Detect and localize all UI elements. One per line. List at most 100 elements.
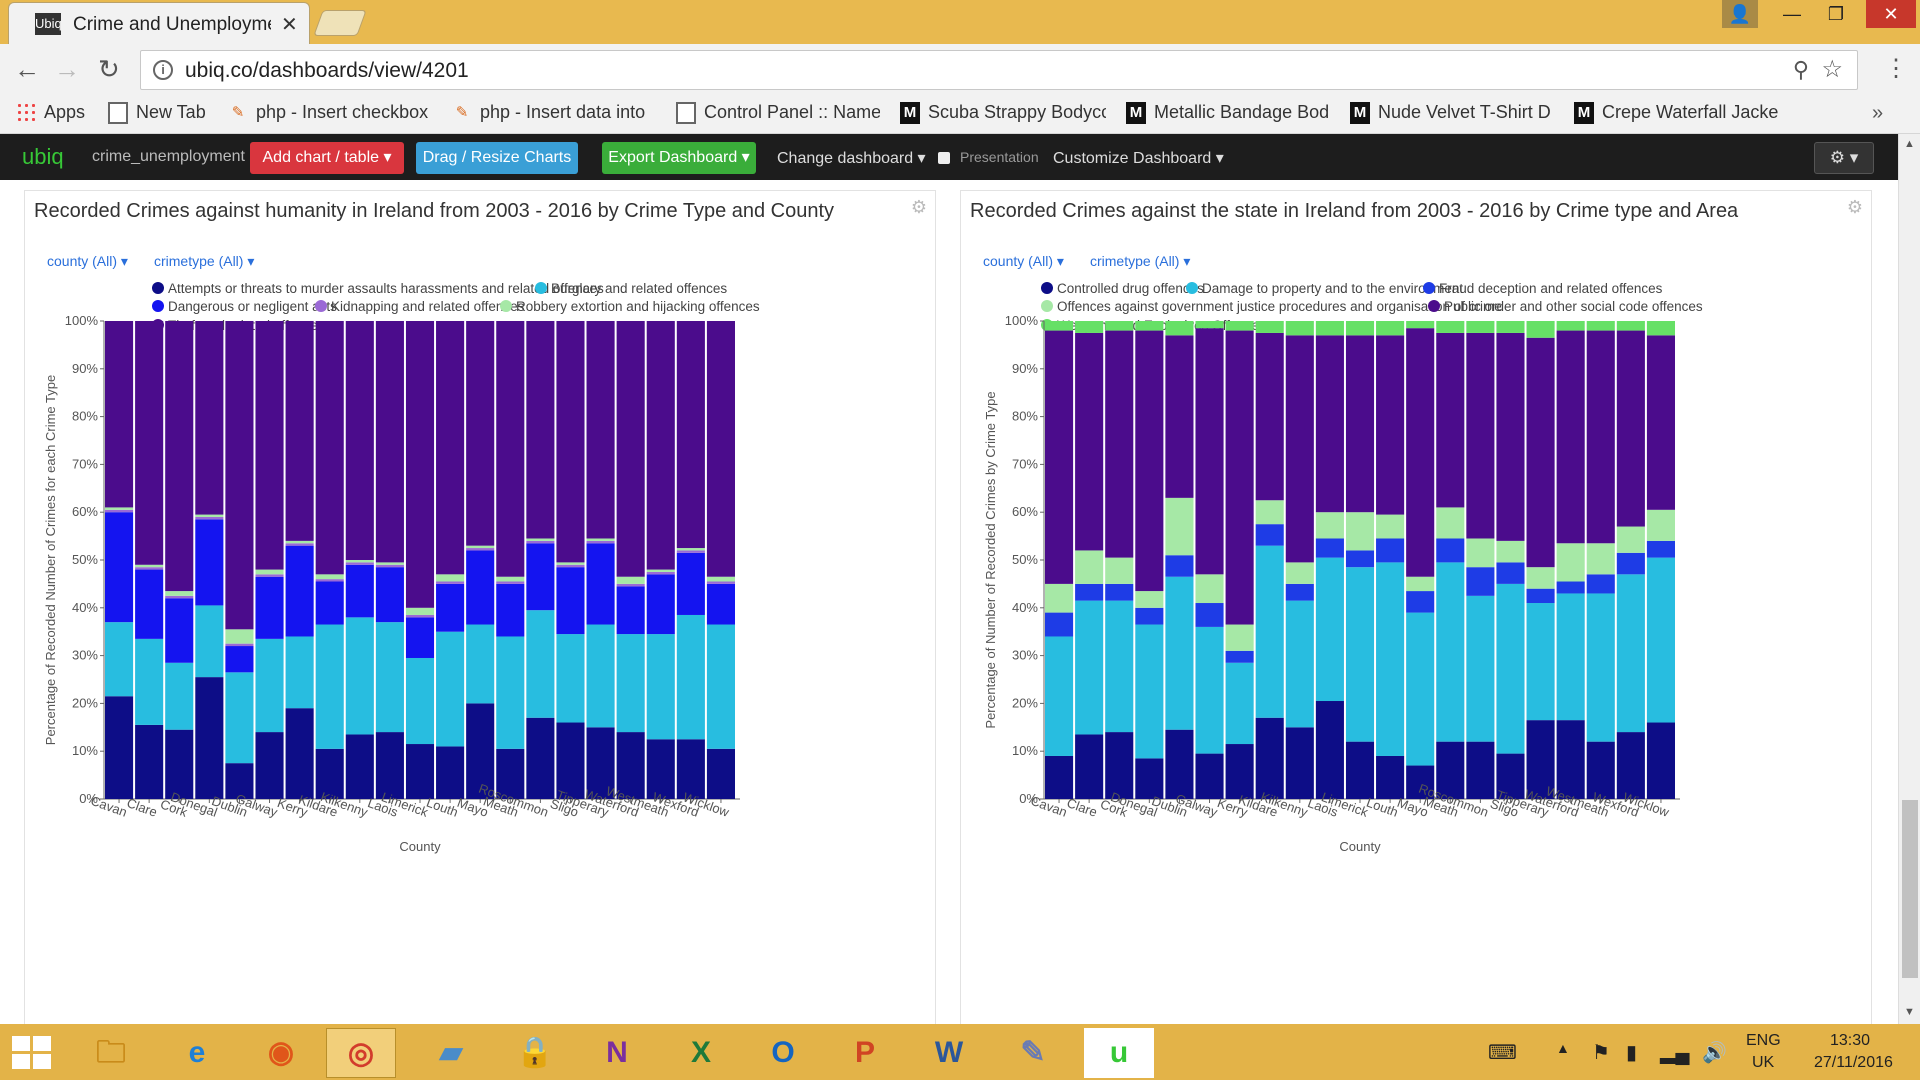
- battery-icon[interactable]: ▮: [1626, 1042, 1638, 1064]
- browser-tab[interactable]: Ubiq Crime and Unemployme ✕: [8, 2, 310, 44]
- flag-icon[interactable]: ⚑: [1592, 1042, 1610, 1064]
- url-text[interactable]: ubiq.co/dashboards/view/4201: [185, 59, 469, 82]
- county-filter[interactable]: county (All) ▾: [47, 253, 128, 269]
- bookmark-apps[interactable]: Apps: [16, 102, 96, 128]
- bar-segment: [616, 583, 645, 587]
- outlook-icon[interactable]: O: [771, 1036, 795, 1069]
- ubiq-app-icon[interactable]: u: [1084, 1028, 1154, 1078]
- page-icon: [676, 102, 696, 125]
- bookmark-velvet[interactable]: M Nude Velvet T-Shirt D: [1350, 102, 1556, 128]
- maximize-button[interactable]: ❐: [1827, 4, 1845, 24]
- legend-item[interactable]: Public order and other social code offen…: [1428, 299, 1703, 314]
- panel-gear-icon[interactable]: ⚙: [1846, 197, 1863, 217]
- bar-segment: [1406, 321, 1435, 329]
- language-indicator[interactable]: ENG: [1746, 1032, 1781, 1049]
- legend-item[interactable]: Damage to property and to the environmen…: [1186, 281, 1463, 296]
- region-indicator[interactable]: UK: [1752, 1054, 1775, 1071]
- change-dashboard-menu[interactable]: Change dashboard ▾: [777, 150, 926, 167]
- network-icon[interactable]: ▂▄: [1660, 1042, 1690, 1064]
- scroll-up-icon[interactable]: ▲: [1904, 138, 1915, 150]
- bookmark-control-panel[interactable]: Control Panel :: Name: [676, 102, 880, 128]
- notepad-icon[interactable]: ▰: [439, 1036, 463, 1069]
- bar-segment: [1285, 727, 1314, 799]
- m-icon: M: [900, 102, 920, 125]
- bar-segment: [1345, 321, 1375, 336]
- file-explorer-icon[interactable]: 🗀: [96, 1036, 126, 1069]
- bar-segment: [556, 722, 585, 799]
- legend-item[interactable]: Offences against government justice proc…: [1041, 299, 1502, 314]
- export-dashboard-button[interactable]: Export Dashboard ▾: [602, 142, 756, 174]
- chrome-icon[interactable]: ◎: [326, 1028, 396, 1078]
- bookmark-scuba[interactable]: M Scuba Strappy Bodycc: [900, 102, 1106, 128]
- bookmarks-bar: Apps New Tab ✎ php - Insert checkbox ✎ php…: [0, 96, 1920, 134]
- firefox-icon[interactable]: ◉: [267, 1036, 295, 1069]
- dataset-name: crime_unemployment: [92, 148, 245, 165]
- scroll-down-icon[interactable]: ▼: [1904, 1006, 1915, 1018]
- onenote-icon[interactable]: N: [606, 1036, 628, 1069]
- address-bar[interactable]: i ubiq.co/dashboards/view/4201 ⚲ ☆: [140, 50, 1858, 90]
- customize-dashboard-menu[interactable]: Customize Dashboard ▾: [1053, 150, 1224, 167]
- volume-icon[interactable]: 🔊: [1702, 1042, 1727, 1064]
- bookmark-php-checkbox[interactable]: ✎ php - Insert checkbox: [228, 102, 428, 128]
- excel-icon[interactable]: X: [690, 1036, 711, 1069]
- back-icon[interactable]: ←: [14, 54, 40, 84]
- bar-segment: [315, 624, 344, 749]
- presentation-checkbox[interactable]: [938, 152, 950, 164]
- legend-item[interactable]: Burglary and related offences: [535, 281, 727, 296]
- legend-item[interactable]: Robbery extortion and hijacking offences: [500, 299, 760, 314]
- paint-icon[interactable]: ✎: [1020, 1036, 1046, 1069]
- county-filter[interactable]: county (All) ▾: [983, 253, 1064, 269]
- legend-item[interactable]: Attempts or threats to murder assaults h…: [152, 281, 604, 296]
- bar-segment: [1345, 741, 1375, 799]
- internet-explorer-icon[interactable]: e: [188, 1036, 206, 1069]
- bar-segment: [375, 562, 404, 565]
- user-profile-icon[interactable]: 👤: [1722, 0, 1758, 28]
- bookmark-star-icon[interactable]: ☆: [1821, 56, 1843, 83]
- gear-icon: ⚙: [1829, 148, 1845, 167]
- bar-segment: [466, 545, 495, 549]
- bar-segment: [135, 564, 164, 568]
- zoom-icon[interactable]: ⚲: [1792, 57, 1809, 82]
- close-window-button[interactable]: ✕: [1866, 0, 1916, 28]
- security-icon[interactable]: 🔒: [516, 1036, 554, 1069]
- legend-item[interactable]: Dangerous or negligent acts: [152, 299, 337, 314]
- start-button-icon[interactable]: [12, 1036, 52, 1070]
- forward-icon[interactable]: →: [54, 54, 80, 84]
- panel-gear-icon[interactable]: ⚙: [910, 197, 927, 217]
- bookmark-metallic[interactable]: M Metallic Bandage Bod: [1126, 102, 1332, 128]
- new-tab-button[interactable]: [313, 10, 367, 36]
- page-scrollbar[interactable]: ▲ ▼: [1898, 134, 1920, 1024]
- powerpoint-icon[interactable]: P: [854, 1036, 875, 1069]
- bar-segment: [1526, 337, 1555, 568]
- more-bookmarks-icon[interactable]: »: [1872, 102, 1884, 124]
- crimetype-filter[interactable]: crimetype (All) ▾: [1090, 253, 1191, 269]
- reload-icon[interactable]: ↻: [98, 54, 120, 84]
- legend-item[interactable]: Kidnapping and related offences: [315, 299, 524, 314]
- tab-close-icon[interactable]: ✕: [281, 14, 298, 36]
- bookmark-php-insert[interactable]: ✎ php - Insert data into: [452, 102, 652, 128]
- settings-button[interactable]: ⚙ ▾: [1814, 142, 1874, 174]
- clock-date[interactable]: 27/11/2016: [1814, 1054, 1893, 1071]
- legend-item[interactable]: Fraud deception and related offences: [1423, 281, 1662, 296]
- bar-segment: [165, 662, 194, 730]
- keyboard-icon[interactable]: ⌨: [1488, 1042, 1517, 1064]
- legend-item[interactable]: Controlled drug offences: [1041, 281, 1204, 296]
- add-chart-button[interactable]: Add chart / table ▾: [250, 142, 404, 174]
- clock-time[interactable]: 13:30: [1830, 1032, 1871, 1049]
- minimize-button[interactable]: —: [1783, 4, 1801, 24]
- crimetype-filter[interactable]: crimetype (All) ▾: [154, 253, 255, 269]
- y-tick-label: 20%: [1012, 695, 1038, 710]
- scroll-thumb[interactable]: [1902, 800, 1918, 978]
- legend-swatch: [1041, 282, 1053, 294]
- browser-menu-icon[interactable]: ⋮: [1884, 55, 1908, 82]
- brand-logo[interactable]: ubiq: [22, 144, 64, 169]
- bar-segment: [1075, 583, 1104, 601]
- drag-resize-button[interactable]: Drag / Resize Charts: [416, 142, 578, 174]
- word-icon[interactable]: W: [934, 1036, 964, 1069]
- info-icon[interactable]: i: [153, 60, 173, 80]
- tray-expand-icon[interactable]: ▲: [1556, 1040, 1570, 1056]
- bookmark-crepe[interactable]: M Crepe Waterfall Jacke: [1574, 102, 1780, 128]
- bookmark-new-tab[interactable]: New Tab: [108, 102, 218, 128]
- bar-segment: [405, 744, 435, 799]
- m-icon: M: [1126, 102, 1146, 125]
